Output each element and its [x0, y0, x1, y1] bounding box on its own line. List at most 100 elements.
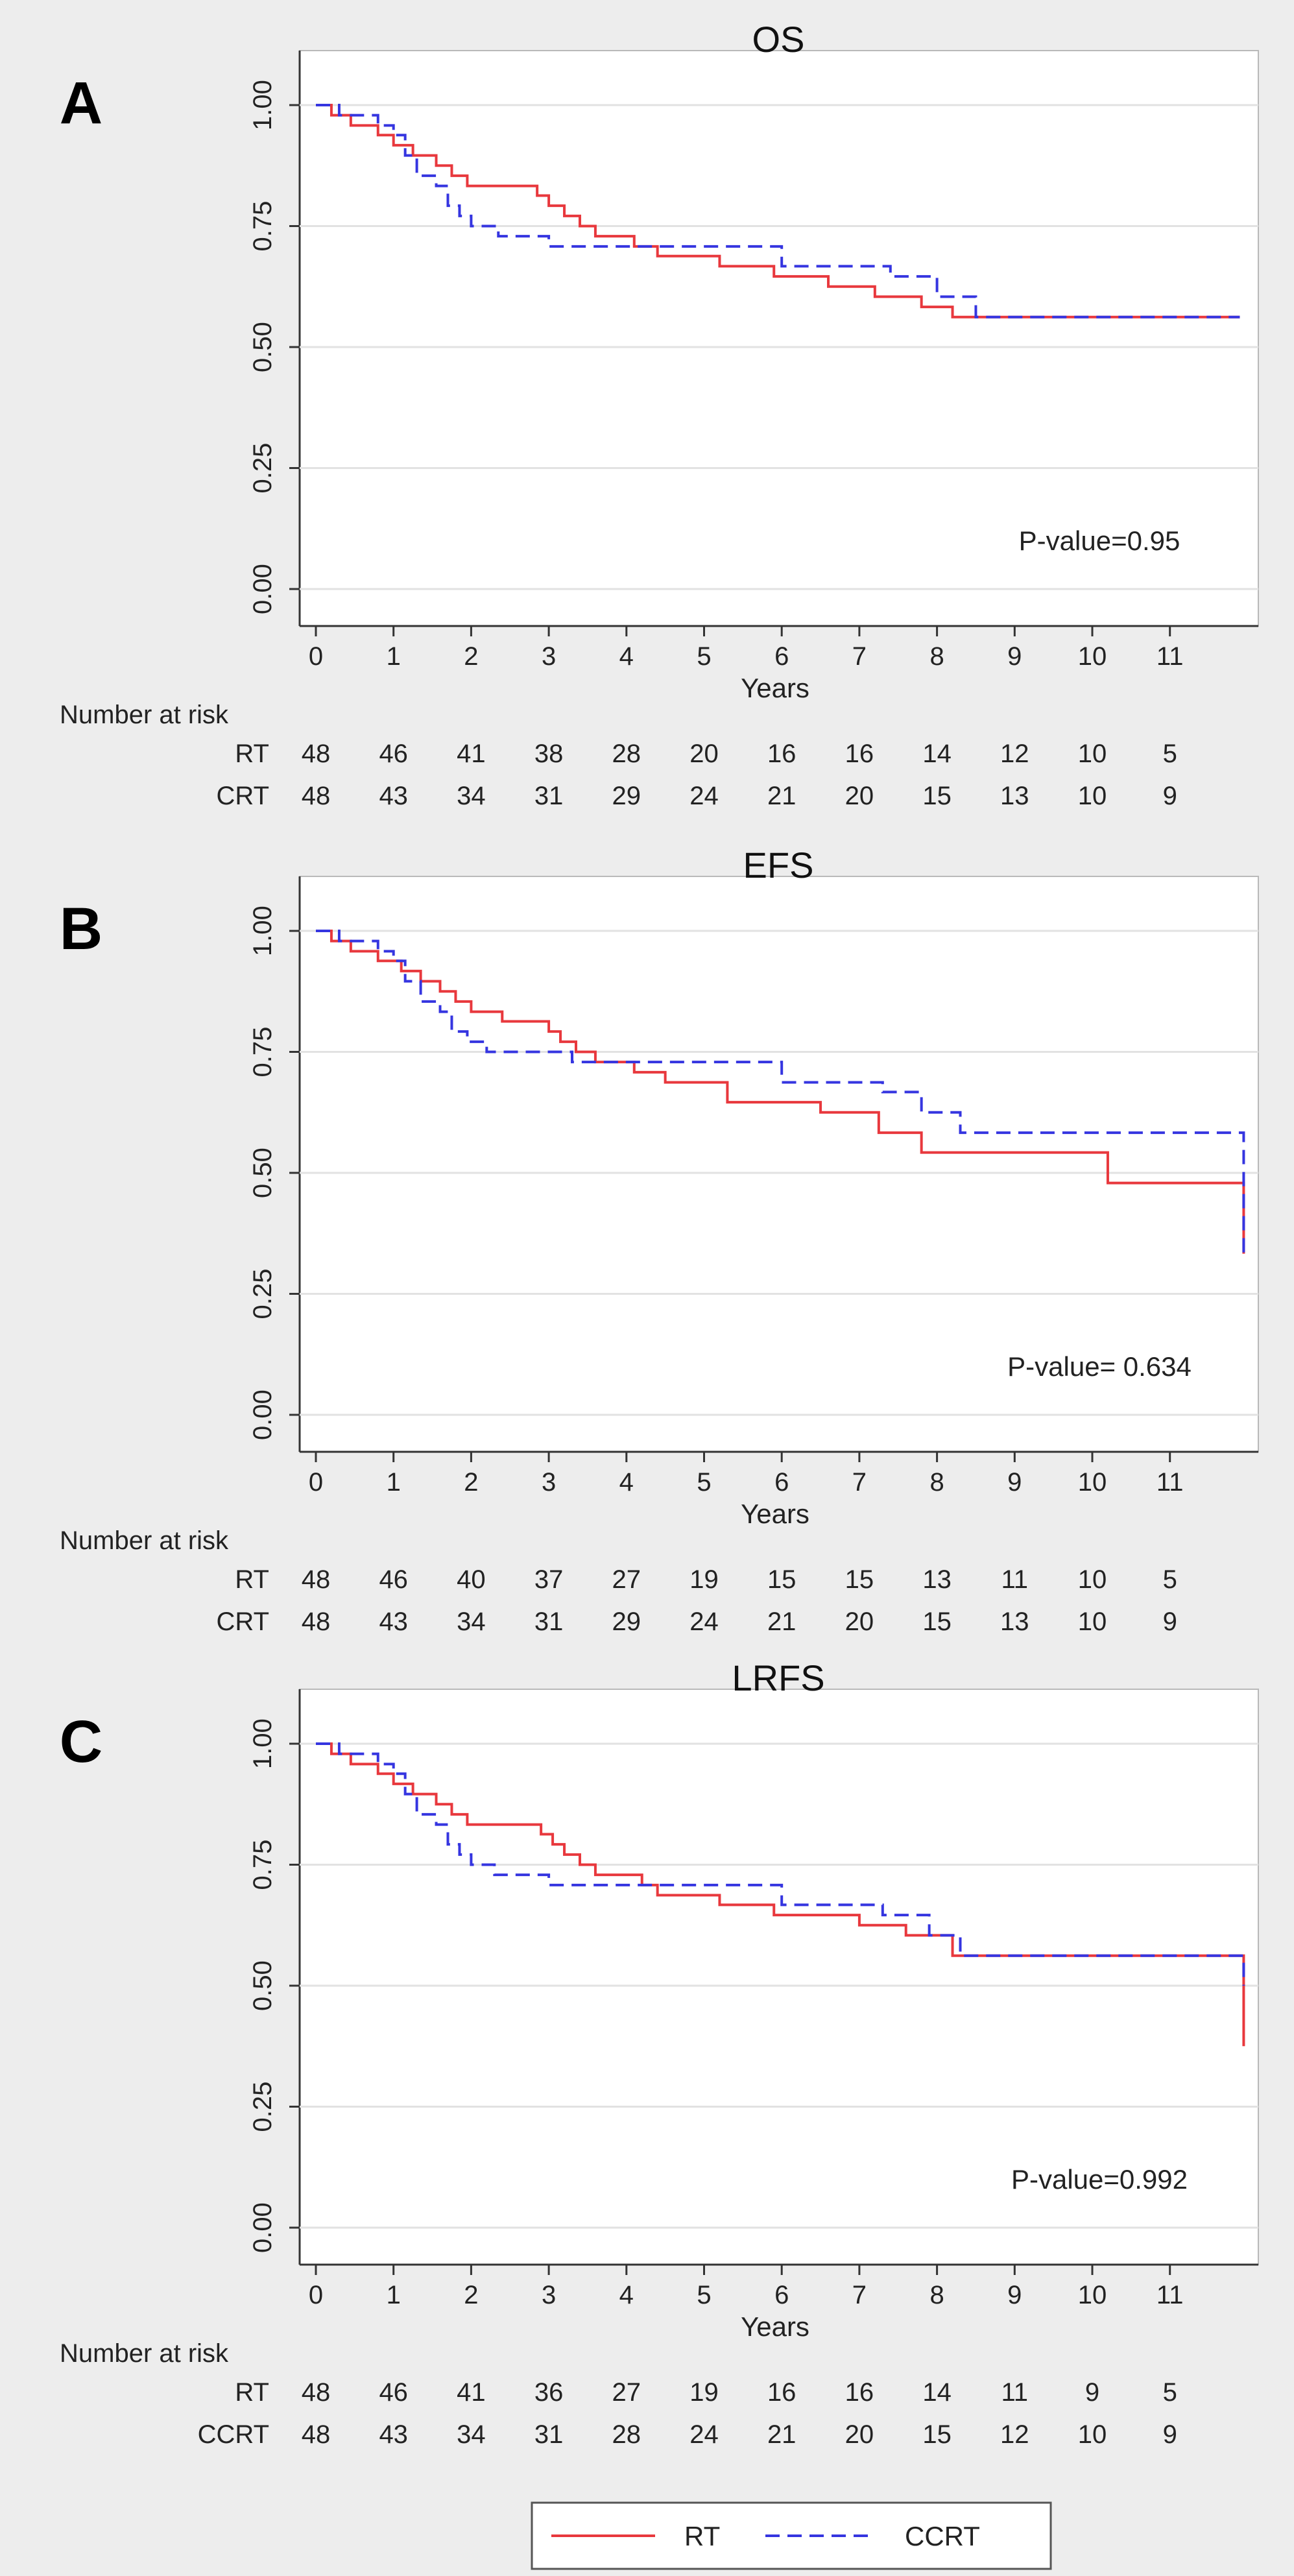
x-tick-label: 1 — [387, 2281, 401, 2309]
risk-value: 43 — [379, 1607, 408, 1636]
risk-value: 43 — [379, 2420, 408, 2449]
risk-value: 36 — [534, 2378, 564, 2407]
y-tick-label: 0.25 — [248, 1269, 277, 1319]
legend-label-ccrt: CCRT — [905, 2521, 980, 2551]
risk-value: 31 — [534, 1607, 564, 1636]
risk-value: 31 — [534, 2420, 564, 2449]
x-tick-label: 8 — [929, 642, 944, 671]
chart-title: OS — [752, 19, 805, 60]
x-tick-label: 6 — [774, 642, 789, 671]
risk-value: 41 — [457, 2378, 486, 2407]
y-tick-label: 0.00 — [248, 1390, 277, 1440]
risk-value: 46 — [379, 1565, 408, 1594]
y-tick-label: 0.75 — [248, 1840, 277, 1890]
x-tick-label: 10 — [1078, 2281, 1107, 2309]
legend: RT CCRT — [531, 2501, 1052, 2570]
y-tick-label: 0.50 — [248, 1148, 277, 1198]
series-line-rt — [316, 1742, 1245, 2047]
plot-area — [299, 876, 1259, 1452]
chart-title: EFS — [743, 845, 814, 885]
x-tick-label: 0 — [309, 1468, 323, 1497]
risk-value: 11 — [1001, 1565, 1029, 1594]
legend-label-rt: RT — [684, 2521, 720, 2551]
risk-value: 16 — [767, 740, 797, 768]
risk-value: 20 — [689, 740, 719, 768]
y-tick-label: 0.75 — [248, 1027, 277, 1077]
risk-value: 21 — [767, 2420, 797, 2449]
risk-value: 14 — [922, 740, 952, 768]
risk-value: 10 — [1078, 1607, 1107, 1636]
x-tick-label: 0 — [309, 642, 323, 671]
risk-value: 29 — [612, 782, 641, 810]
y-tick-label: 0.50 — [248, 1960, 277, 2011]
x-tick-label: 6 — [774, 1468, 789, 1497]
y-tick-label: 1.00 — [248, 906, 277, 956]
y-tick-label: 0.25 — [248, 443, 277, 494]
risk-value: 15 — [922, 1607, 952, 1636]
x-tick-label: 4 — [619, 2281, 634, 2309]
x-tick-label: 2 — [464, 642, 478, 671]
risk-value: 46 — [379, 740, 408, 768]
risk-value: 14 — [922, 2378, 952, 2407]
risk-value: 16 — [845, 740, 874, 768]
risk-value: 11 — [1001, 2378, 1029, 2407]
risk-value: 9 — [1163, 1607, 1177, 1636]
plot-area — [299, 50, 1259, 627]
x-tick-label: 11 — [1156, 2281, 1184, 2309]
x-tick-label: 5 — [697, 1468, 711, 1497]
y-tick-label: 0.00 — [248, 564, 277, 614]
risk-value: 16 — [767, 2378, 797, 2407]
risk-value: 34 — [457, 2420, 486, 2449]
risk-row-label: RT — [235, 740, 269, 768]
x-axis-label: Years — [741, 1499, 809, 1529]
risk-table-header: Number at risk — [60, 1526, 229, 1555]
risk-value: 21 — [767, 782, 797, 810]
risk-value: 24 — [689, 1607, 719, 1636]
x-tick-label: 4 — [619, 1468, 634, 1497]
risk-value: 13 — [1000, 782, 1029, 810]
risk-value: 20 — [845, 1607, 874, 1636]
x-tick-label: 3 — [542, 1468, 556, 1497]
x-tick-label: 1 — [387, 642, 401, 671]
risk-value: 19 — [689, 1565, 719, 1594]
y-tick-label: 0.25 — [248, 2082, 277, 2132]
risk-value: 15 — [922, 782, 952, 810]
x-tick-label: 11 — [1156, 642, 1184, 671]
x-axis-label: Years — [741, 673, 809, 703]
risk-value: 16 — [845, 2378, 874, 2407]
x-tick-label: 2 — [464, 2281, 478, 2309]
risk-value: 48 — [302, 2420, 331, 2449]
risk-value: 19 — [689, 2378, 719, 2407]
risk-value: 27 — [612, 1565, 641, 1594]
x-tick-label: 3 — [542, 642, 556, 671]
x-tick-label: 3 — [542, 2281, 556, 2309]
x-tick-label: 4 — [619, 642, 634, 671]
risk-value: 28 — [612, 2420, 641, 2449]
chart-title: LRFS — [732, 1657, 824, 1698]
series-line-rt — [316, 104, 1240, 319]
risk-row-label: RT — [235, 1565, 269, 1594]
x-tick-label: 6 — [774, 2281, 789, 2309]
p-value-annotation: P-value=0.992 — [1011, 2164, 1188, 2195]
x-tick-label: 1 — [387, 1468, 401, 1497]
panel-label: B — [60, 896, 102, 962]
y-tick-label: 1.00 — [248, 1718, 277, 1769]
y-tick-label: 0.50 — [248, 322, 277, 372]
risk-value: 48 — [302, 2378, 331, 2407]
p-value-annotation: P-value= 0.634 — [1007, 1351, 1192, 1382]
risk-value: 28 — [612, 740, 641, 768]
risk-value: 12 — [1000, 740, 1029, 768]
risk-value: 29 — [612, 1607, 641, 1636]
risk-value: 48 — [302, 782, 331, 810]
risk-value: 10 — [1078, 782, 1107, 810]
risk-value: 9 — [1085, 2378, 1099, 2407]
risk-value: 24 — [689, 2420, 719, 2449]
x-tick-label: 0 — [309, 2281, 323, 2309]
